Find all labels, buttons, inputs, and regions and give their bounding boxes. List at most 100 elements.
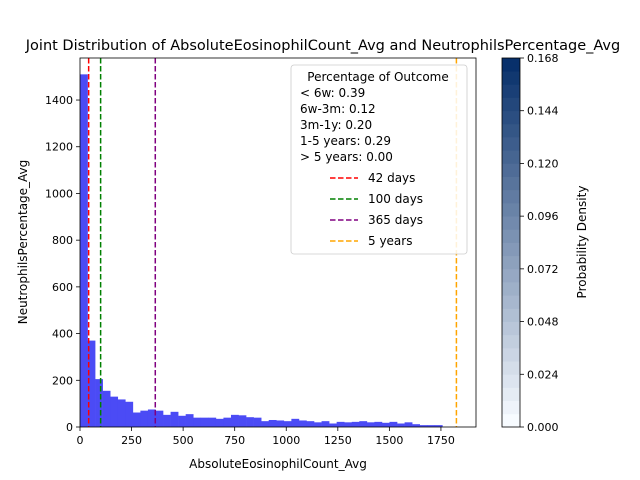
colorbar-tick-label: 0.168 [527,52,559,65]
y-tick-label: 400 [52,328,73,341]
colorbar-level [502,71,520,85]
colorbar-level [502,189,520,204]
colorbar-level [502,413,520,428]
histogram-bar [230,414,239,427]
histogram-bar [374,421,383,427]
legend-line-label: 365 days [368,213,423,227]
histogram-bar [397,423,405,427]
histogram-bar [306,421,315,427]
histogram-bar [268,419,277,427]
histogram-bar [87,340,96,427]
legend-stats: < 6w: 0.39 6w-3m: 0.12 3m-1y: 0.20 1-5 year… [300,86,393,164]
legend: Percentage of Outcome < 6w: 0.39 6w-3m: 0… [290,64,468,255]
colorbar-level [502,282,520,296]
legend-stat: 3m-1y: 0.20 [300,118,372,132]
histogram-bar [102,390,111,427]
histogram-bar [291,418,300,427]
histogram-bar [419,425,428,427]
histogram-bar [246,417,254,427]
histogram-bar [366,422,375,427]
histogram-bar [80,74,88,428]
colorbar-gradient [502,58,520,428]
histogram-bar [155,410,164,427]
legend-stat: 6w-3m: 0.12 [300,102,376,116]
colorbar-level [502,216,520,230]
colorbar-level [502,255,520,270]
colorbar-level [502,361,520,375]
y-tick-label: 800 [52,234,73,247]
y-tick-label: 200 [52,374,73,387]
histogram-bar [427,425,436,427]
histogram-bar [381,422,390,427]
colorbar-level [502,110,520,125]
x-axis-label: AbsoluteEosinophilCount_Avg [189,457,367,471]
histogram-bar [253,417,262,427]
x-tick-label: 500 [173,434,194,447]
x-tick-label: 1250 [324,434,352,447]
plot-border [79,57,477,428]
colorbar-level [502,150,520,164]
colorbar-level [502,321,520,336]
histogram-bar [178,415,186,427]
y-tick-label: 0 [66,421,73,434]
x-tick-label: 750 [224,434,245,447]
legend-line-label: 5 years [368,234,412,248]
histogram-bar [412,424,420,427]
histogram-bar [389,421,398,427]
colorbar-level [502,137,520,151]
histogram-bar [404,422,413,427]
colorbar-level [502,84,520,98]
colorbar-level [502,229,520,243]
legend-stat: 1-5 years: 0.29 [300,134,391,148]
histogram-bar [329,423,337,427]
colorbar-tick-label: 0.000 [527,421,559,434]
colorbar-tick-label: 0.096 [527,210,559,223]
histogram-bar [321,421,330,427]
histogram-bar [223,417,232,427]
colorbar-ticks: 0.000 0.024 0.048 0.072 0.096 0.120 0.144 0.168 [520,52,559,434]
colorbar-level [502,387,520,402]
colorbar-level [502,268,520,283]
legend-entries: 42 days 100 days 365 days 5 years [330,171,423,248]
histogram-bar [261,421,270,427]
colorbar-level [502,347,520,362]
colorbar-level [502,334,520,349]
colorbar-tick-label: 0.024 [527,368,559,381]
legend-line-label: 42 days [368,171,415,185]
x-axis-ticks: 0 250 500 750 1000 1250 1500 1750 [77,427,455,447]
histogram-bar [283,421,292,427]
colorbar-level [502,58,520,72]
x-tick-label: 0 [77,434,84,447]
colorbar-label: Probability Density [575,186,589,299]
histogram-bar [170,411,179,427]
histogram-bar [200,417,209,427]
histogram-bar [117,399,126,427]
colorbar-tick-label: 0.072 [527,263,559,276]
colorbar-border [501,57,521,428]
y-tick-label: 600 [52,281,73,294]
colorbar-level [502,202,520,217]
histogram-bar [163,414,171,427]
histogram-bar [140,410,149,427]
colorbar-tick-label: 0.144 [527,105,559,118]
colorbar-level [502,374,520,388]
colorbar-level [502,308,520,322]
histogram-bar [276,420,285,427]
histogram-bar [132,412,141,427]
histogram-bar [208,417,217,427]
histogram-bar [238,415,247,427]
histogram-bar [95,379,103,427]
colorbar-tick-label: 0.048 [527,316,559,329]
y-axis-ticks: 0 200 400 600 800 1000 1200 1400 [45,94,80,434]
histogram-bar [147,409,156,427]
histogram-bar [125,401,134,427]
histogram-bar [185,414,194,427]
colorbar-level [502,163,520,178]
colorbar-tick-label: 0.120 [527,157,559,170]
histogram-bar [336,421,345,427]
y-tick-label: 1400 [45,94,73,107]
histogram-bar [110,396,119,427]
histogram-bar [298,420,307,427]
colorbar-level [502,295,520,309]
